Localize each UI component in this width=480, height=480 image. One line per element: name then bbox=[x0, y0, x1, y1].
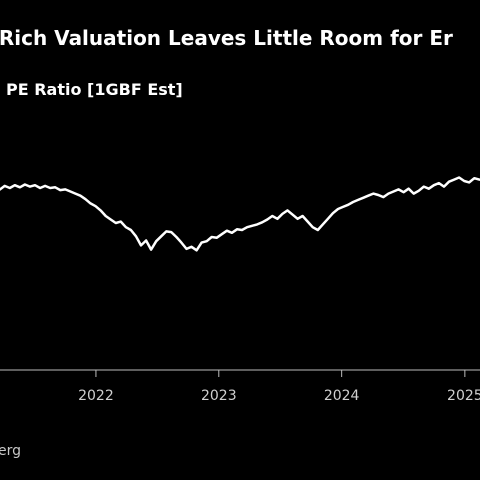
chart-subtitle: PE Ratio [1GBF Est] bbox=[6, 80, 183, 99]
plot-area bbox=[0, 176, 480, 252]
series-line bbox=[0, 176, 480, 252]
chart-title: s Rich Valuation Leaves Little Room for … bbox=[0, 26, 453, 50]
x-tick-label: 2023 bbox=[201, 388, 237, 404]
x-axis-ticks: 2022 2023 2024 2025 bbox=[78, 370, 480, 404]
x-tick-label: 2022 bbox=[78, 388, 114, 404]
x-tick-label: 2025 bbox=[447, 388, 480, 404]
x-tick-label: 2024 bbox=[324, 388, 360, 404]
source-note: erg bbox=[0, 443, 22, 459]
